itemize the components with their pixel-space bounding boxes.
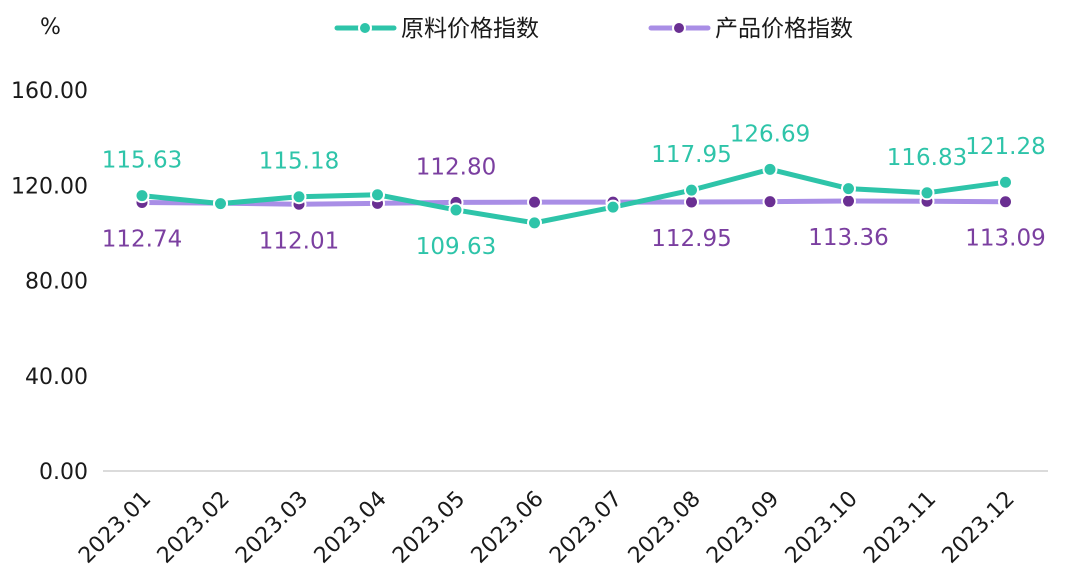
data-label: 112.74: [102, 227, 182, 253]
data-point: [370, 187, 385, 203]
x-tick-label: 2023.01: [74, 487, 156, 569]
x-tick-label: 2023.03: [231, 487, 313, 569]
series-lines: [139, 166, 1008, 226]
data-label: 121.28: [965, 134, 1045, 160]
data-point: [762, 194, 778, 210]
x-tick-label: 2023.02: [153, 487, 235, 569]
data-point: [998, 174, 1013, 190]
series-line: [139, 198, 1008, 207]
data-point: [919, 185, 935, 201]
x-axis: 2023.012023.022023.032023.042023.052023.…: [74, 487, 1020, 569]
data-label: 112.01: [259, 228, 339, 254]
data-point: [605, 199, 621, 215]
y-tick-label: 40.00: [25, 365, 88, 390]
data-label: 115.18: [259, 149, 339, 175]
data-label: 112.80: [416, 154, 496, 180]
data-label: 113.36: [808, 225, 888, 251]
legend-marker: [672, 21, 686, 35]
legend-label: 原料价格指数: [401, 16, 539, 42]
data-point: [213, 196, 228, 212]
x-tick-label: 2023.06: [467, 487, 549, 569]
data-point: [448, 202, 464, 218]
y-axis: 0.00 40.00 80.00 120.00 160.00: [11, 79, 88, 485]
x-tick-label: 2023.08: [624, 487, 706, 569]
legend: 原料价格指数 产品价格指数: [334, 16, 853, 42]
data-point: [134, 188, 150, 204]
data-point: [998, 194, 1013, 210]
data-point: [684, 182, 699, 198]
x-tick-label: 2023.05: [388, 487, 470, 569]
data-label: 116.83: [887, 145, 967, 171]
x-tick-label: 2023.07: [545, 487, 627, 569]
data-point: [841, 181, 856, 197]
x-tick-label: 2023.10: [781, 487, 863, 569]
y-tick-label: 160.00: [11, 79, 88, 104]
legend-marker: [358, 21, 372, 35]
data-point: [762, 161, 778, 177]
y-tick-label: 120.00: [11, 174, 88, 199]
x-tick-label: 2023.12: [938, 487, 1020, 569]
legend-label: 产品价格指数: [715, 16, 853, 42]
data-label: 113.09: [965, 226, 1045, 252]
y-tick-label: 80.00: [25, 270, 88, 295]
x-tick-label: 2023.09: [702, 487, 784, 569]
data-point: [527, 194, 542, 210]
data-label: 126.69: [730, 121, 810, 147]
y-axis-unit-label: %: [40, 15, 61, 40]
data-label: 109.63: [416, 234, 496, 260]
y-tick-label: 0.00: [39, 460, 88, 485]
data-point: [291, 189, 307, 205]
x-tick-label: 2023.11: [859, 487, 941, 569]
series-markers: [134, 161, 1013, 231]
data-label: 117.95: [651, 142, 731, 168]
series-line: [139, 166, 1008, 226]
data-point: [841, 193, 856, 209]
data-point: [527, 215, 542, 231]
x-tick-label: 2023.04: [310, 487, 392, 569]
data-label: 115.63: [102, 148, 182, 174]
data-label: 112.95: [651, 226, 731, 252]
